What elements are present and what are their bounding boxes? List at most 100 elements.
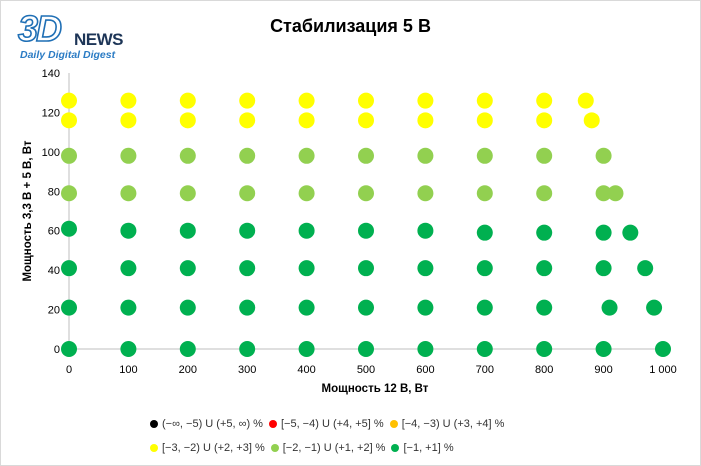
data-point bbox=[577, 92, 594, 109]
data-point bbox=[239, 260, 256, 277]
data-point bbox=[179, 222, 196, 239]
data-point bbox=[239, 112, 256, 129]
data-point bbox=[120, 92, 137, 109]
legend-marker bbox=[391, 444, 400, 452]
data-point bbox=[179, 147, 196, 164]
chart-title: Стабилизация 5 В bbox=[270, 16, 431, 36]
data-point bbox=[120, 147, 137, 164]
x-tick-label: 100 bbox=[119, 364, 137, 376]
logo: 3D NEWS Daily Digital Digest bbox=[17, 7, 148, 62]
data-point bbox=[601, 299, 618, 316]
legend-marker bbox=[389, 420, 398, 428]
x-tick-label: 0 bbox=[66, 364, 72, 376]
x-tick-label: 600 bbox=[416, 364, 434, 376]
legend-label: [−3, −2) U (+2, +3] % bbox=[162, 442, 265, 454]
legend: (−∞, −5) U (+5, ∞) % [−5, −4) U (+4, +5] … bbox=[150, 412, 590, 460]
data-point bbox=[358, 222, 374, 239]
data-point bbox=[239, 222, 256, 239]
x-tick-label: 900 bbox=[594, 364, 612, 376]
y-axis-label: Мощность 3,3 В + 5 В, Вт bbox=[22, 140, 34, 281]
data-point bbox=[298, 222, 315, 239]
legend-marker bbox=[268, 420, 277, 428]
data-point bbox=[655, 341, 671, 357]
y-tick-label: 120 bbox=[42, 107, 60, 119]
data-point bbox=[179, 185, 196, 202]
y-tick-label: 40 bbox=[48, 265, 60, 277]
tick-labels: 0 100 200 300 400 500 600 700 800 900 1 000 0 20 40 60… bbox=[42, 68, 677, 376]
data-point bbox=[417, 299, 434, 316]
data-point bbox=[179, 299, 196, 316]
data-point bbox=[298, 112, 315, 129]
data-point bbox=[120, 299, 137, 316]
data-point bbox=[476, 185, 493, 202]
data-point bbox=[476, 147, 493, 164]
x-tick-label: 200 bbox=[179, 364, 197, 376]
x-tick-label: 500 bbox=[357, 364, 375, 376]
legend-entry: (−∞, −5) U (+5, ∞) % bbox=[150, 418, 263, 430]
data-point bbox=[120, 222, 137, 239]
data-point bbox=[358, 147, 374, 164]
data-point bbox=[61, 220, 77, 237]
x-tick-label: 400 bbox=[297, 364, 315, 376]
data-point bbox=[476, 341, 493, 357]
x-tick-label: 1 000 bbox=[649, 364, 677, 376]
data-point bbox=[298, 299, 315, 316]
data-point bbox=[298, 147, 315, 164]
data-point bbox=[417, 341, 434, 357]
data-point bbox=[417, 112, 434, 129]
data-point bbox=[536, 112, 553, 129]
data-point bbox=[61, 260, 77, 277]
data-point bbox=[637, 260, 654, 277]
data-point bbox=[239, 185, 256, 202]
legend-label: [−4, −3) U (+3, +4] % bbox=[401, 418, 505, 430]
legend-label: [−5, −4) U (+4, +5] % bbox=[280, 418, 384, 430]
data-point bbox=[179, 341, 196, 357]
legend-entry: [−1, +1] % bbox=[391, 442, 454, 454]
data-point bbox=[417, 185, 434, 202]
data-point bbox=[536, 341, 553, 357]
data-point bbox=[417, 222, 434, 239]
legend-label: (−∞, −5) U (+5, ∞) % bbox=[162, 418, 263, 430]
data-point bbox=[583, 112, 600, 129]
data-point bbox=[646, 299, 663, 316]
data-point bbox=[358, 260, 374, 277]
data-point bbox=[179, 92, 196, 109]
data-point bbox=[595, 260, 612, 277]
data-point bbox=[298, 92, 315, 109]
data-point bbox=[61, 341, 77, 357]
data-point bbox=[358, 112, 374, 129]
legend-label: [−1, +1] % bbox=[403, 442, 454, 454]
legend-entry: [−3, −2) U (+2, +3] % bbox=[150, 442, 265, 454]
data-point bbox=[536, 92, 553, 109]
data-point bbox=[61, 92, 77, 109]
x-tick-label: 700 bbox=[476, 364, 494, 376]
data-point bbox=[595, 147, 612, 164]
data-points bbox=[61, 92, 671, 357]
legend-marker bbox=[270, 444, 279, 452]
data-point bbox=[61, 112, 77, 129]
data-point bbox=[536, 299, 553, 316]
data-point bbox=[358, 299, 374, 316]
data-point bbox=[595, 341, 612, 357]
data-point bbox=[536, 224, 553, 241]
x-axis-label: Мощность 12 В, Вт bbox=[322, 383, 429, 395]
data-point bbox=[595, 185, 612, 202]
data-point bbox=[61, 147, 77, 164]
data-point bbox=[298, 185, 315, 202]
data-point bbox=[607, 185, 624, 202]
y-tick-label: 20 bbox=[48, 305, 60, 317]
data-point bbox=[476, 260, 493, 277]
data-point bbox=[622, 224, 639, 241]
data-point bbox=[120, 260, 137, 277]
logo-3d: 3D bbox=[17, 7, 63, 50]
legend-entry: [−4, −3) U (+3, +4] % bbox=[389, 418, 505, 430]
data-point bbox=[358, 92, 374, 109]
data-point bbox=[536, 147, 553, 164]
data-point bbox=[417, 260, 434, 277]
data-point bbox=[476, 92, 493, 109]
data-point bbox=[120, 112, 137, 129]
x-tick-label: 800 bbox=[535, 364, 553, 376]
data-point bbox=[239, 147, 256, 164]
data-point bbox=[179, 112, 196, 129]
